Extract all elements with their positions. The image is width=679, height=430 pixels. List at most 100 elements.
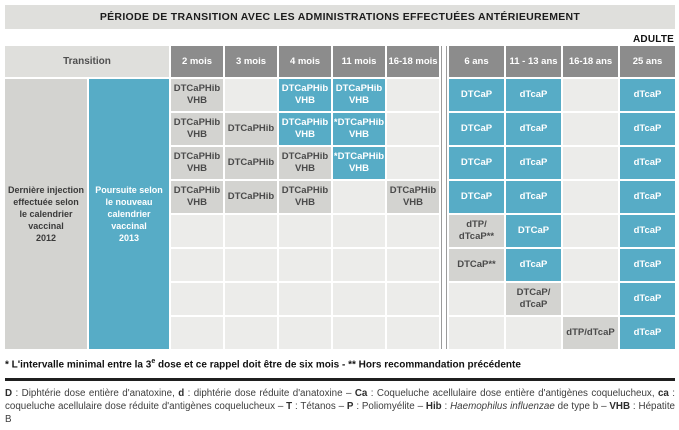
footnote-post: dose et ce rappel doit être de six mois … [155, 359, 521, 371]
vaccine-cell: dTcaP [620, 79, 675, 111]
vaccine-cell: dTcaP [620, 147, 675, 179]
vaccine-cell [279, 249, 331, 281]
title-bar: PÉRIODE DE TRANSITION AVEC LES ADMINISTR… [5, 5, 675, 29]
vaccine-cell [171, 215, 223, 247]
vaccine-cell: DTCaPHib VHB [279, 147, 331, 179]
vaccine-cell [563, 215, 618, 247]
label-new-calendar-2013: Poursuite selon le nouveau calendrier va… [89, 79, 169, 349]
vaccine-cell [387, 317, 439, 349]
vaccine-cell [563, 181, 618, 213]
vaccine-cell [225, 79, 277, 111]
footnote-pre: * L'intervalle minimal entre la 3 [5, 359, 152, 371]
vaccine-cell [563, 113, 618, 145]
column-header-6-ans: 6 ans [449, 46, 504, 77]
footnote: * L'intervalle minimal entre la 3e dose … [5, 358, 675, 370]
vaccine-cell: DTCaPHib VHB [279, 79, 331, 111]
vaccine-cell: dTcaP [620, 283, 675, 315]
vaccine-cell [387, 215, 439, 247]
vaccine-cell [171, 317, 223, 349]
footnote-sup: e [151, 358, 156, 365]
divider-rule [5, 378, 675, 382]
vaccine-cell [279, 283, 331, 315]
vaccine-cell [387, 113, 439, 145]
vaccine-cell: DTCaPHib VHB [171, 181, 223, 213]
vaccine-cell [333, 181, 385, 213]
vaccine-cell: dTcaP [506, 181, 561, 213]
legend-text: D : Diphtérie dose entière d'anatoxine, … [5, 388, 675, 427]
label-last-injection-2012: Dernière injection effectuée selon le ca… [5, 79, 87, 349]
legend-segment: : diphtérie dose réduite d'anatoxine – [184, 388, 355, 400]
column-header-16-18-ans: 16-18 ans [563, 46, 618, 77]
legend-segment: ca [657, 388, 669, 400]
vaccine-cell: DTCaP [449, 79, 504, 111]
vaccine-cell: dTP/ dTcaP** [449, 215, 504, 247]
vaccine-cell [333, 249, 385, 281]
vaccine-cell [387, 147, 439, 179]
vaccine-cell: DTCaPHib VHB [171, 79, 223, 111]
vaccine-cell [225, 215, 277, 247]
vaccine-cell: dTP/dTcaP [563, 317, 618, 349]
vaccine-cell: dTcaP [620, 181, 675, 213]
vaccine-cell [279, 317, 331, 349]
vaccine-cell: *DTCaPHib VHB [333, 147, 385, 179]
page-title: PÉRIODE DE TRANSITION AVEC LES ADMINISTR… [99, 11, 581, 23]
legend-segment: : Poliomyélite – [353, 401, 426, 413]
vaccine-cell [225, 317, 277, 349]
legend-segment: : Coqueluche acellulaire dose entière d'… [367, 388, 658, 400]
vaccine-cell: dTcaP [620, 317, 675, 349]
column-header-transition: Transition [5, 46, 169, 77]
vaccination-grid: Transition 2 mois 3 mois 4 mois 11 mois … [5, 46, 675, 349]
vaccine-cell: DTCaPHib VHB [333, 79, 385, 111]
vaccine-cell [225, 249, 277, 281]
vaccine-cell [506, 317, 561, 349]
legend-segment: d [178, 388, 185, 400]
vaccine-cell [449, 317, 504, 349]
vaccine-cell: dTcaP [506, 249, 561, 281]
vaccine-cell: DTCaP [449, 147, 504, 179]
column-header-25-ans: 25 ans [620, 46, 675, 77]
legend-segment: : [441, 401, 451, 413]
column-header-11-mois: 11 mois [333, 46, 385, 77]
column-header-4-mois: 4 mois [279, 46, 331, 77]
adulte-row: ADULTE [5, 29, 675, 46]
vaccine-cell: DTCaP [506, 215, 561, 247]
vaccine-cell [279, 215, 331, 247]
vaccine-cell: dTcaP [506, 147, 561, 179]
vaccine-cell: dTcaP [620, 113, 675, 145]
legend-segment: Hib [425, 401, 442, 413]
vaccine-cell: DTCaP/ dTcaP [506, 283, 561, 315]
vaccine-cell [171, 249, 223, 281]
vaccine-cell: dTcaP [620, 215, 675, 247]
legend-segment: : Diphtérie dose entière d'anatoxine, [12, 388, 179, 400]
legend-segment: : Hépatite B [5, 401, 675, 426]
vaccine-cell: dTcaP [506, 113, 561, 145]
vaccine-cell: dTcaP [620, 249, 675, 281]
vaccine-cell [449, 283, 504, 315]
vaccine-cell [563, 249, 618, 281]
column-header-16-18-mois: 16-18 mois [387, 46, 439, 77]
vaccine-cell [387, 249, 439, 281]
vaccine-cell: DTCaP [449, 113, 504, 145]
legend-segment: P [346, 401, 354, 413]
vaccine-cell [333, 317, 385, 349]
vaccine-cell [563, 283, 618, 315]
vaccine-cell: *DTCaPHib VHB [333, 113, 385, 145]
vaccine-cell [563, 79, 618, 111]
adulte-label: ADULTE [632, 34, 674, 45]
vaccine-cell: DTCaPHib VHB [171, 113, 223, 145]
vaccine-cell: DTCaPHib VHB [279, 113, 331, 145]
vaccine-cell: DTCaPHib VHB [171, 147, 223, 179]
vaccine-cell: DTCaP [449, 181, 504, 213]
legend-segment: : coqueluche acellulaire dose réduite d'… [5, 388, 675, 413]
legend-segment: D [5, 388, 13, 400]
legend-segment: T [286, 401, 293, 413]
legend-segment: : Tétanos – [292, 401, 347, 413]
legend-segment: Ca [354, 388, 368, 400]
vaccine-cell: DTCaPHib [225, 147, 277, 179]
column-header-11-13-ans: 11 - 13 ans [506, 46, 561, 77]
column-header-2-mois: 2 mois [171, 46, 223, 77]
legend-segment: VHB [609, 401, 631, 413]
vaccine-cell [563, 147, 618, 179]
vaccine-cell [387, 283, 439, 315]
